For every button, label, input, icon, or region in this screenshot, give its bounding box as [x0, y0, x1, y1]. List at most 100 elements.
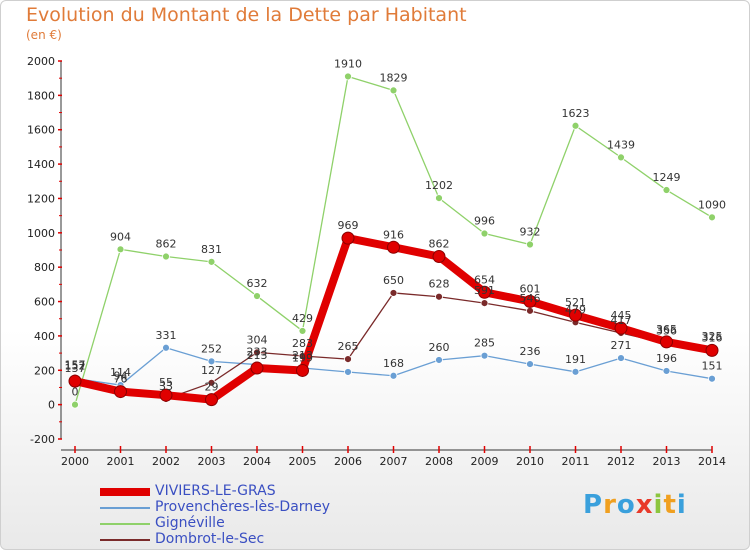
data-label: 316 [702, 331, 723, 344]
x-tick-label: 2002 [152, 455, 180, 468]
data-point [207, 357, 216, 366]
data-point [296, 363, 309, 377]
data-label: 546 [520, 292, 541, 305]
data-label: 628 [429, 278, 450, 291]
data-point [389, 371, 398, 380]
data-point [662, 367, 671, 375]
data-label: 55 [159, 376, 173, 389]
x-tick-label: 2009 [471, 455, 499, 468]
data-point [159, 388, 173, 402]
data-label: 331 [156, 329, 177, 342]
data-label: 632 [247, 277, 268, 290]
chart-subtitle: (en €) [26, 28, 62, 42]
data-label: 325 [702, 330, 723, 343]
x-tick-label: 2007 [380, 455, 408, 468]
x-tick-label: 2001 [107, 455, 135, 468]
data-point [571, 121, 580, 130]
data-point [571, 367, 580, 376]
data-label: 916 [383, 228, 404, 241]
y-tick-label: 0 [48, 399, 55, 412]
logo-letter: o [616, 490, 636, 520]
y-tick-label: 1200 [27, 192, 55, 205]
data-point [253, 292, 261, 300]
data-label: 429 [292, 312, 313, 325]
data-point [526, 306, 534, 315]
logo-letter: i [676, 490, 687, 520]
data-label: 199 [292, 351, 313, 364]
data-label: 196 [656, 352, 677, 365]
data-point [526, 240, 534, 249]
data-label: 94 [114, 369, 128, 382]
data-point [480, 229, 489, 238]
data-label: 1829 [380, 71, 408, 84]
data-point [162, 343, 170, 352]
x-tick-label: 2013 [653, 455, 681, 468]
data-label: 1439 [607, 138, 635, 151]
data-point [68, 374, 82, 388]
data-point [205, 393, 218, 407]
data-label: 151 [702, 360, 723, 373]
data-point [660, 335, 673, 349]
x-tick-label: 2010 [516, 455, 544, 468]
data-label: 0 [72, 386, 79, 399]
y-tick-label: 1800 [27, 89, 55, 102]
legend-label: VIVIERS-LE-GRAS [155, 483, 276, 499]
data-point [344, 72, 352, 81]
data-point [435, 356, 443, 364]
data-label: 213 [292, 349, 313, 362]
data-point [662, 186, 671, 194]
y-tick-label: 1600 [27, 124, 55, 137]
data-label: 356 [656, 324, 677, 337]
data-label: 114 [110, 366, 131, 379]
y-tick-label: 600 [34, 296, 55, 309]
data-point [389, 289, 398, 297]
data-point [250, 361, 264, 375]
data-label: 969 [338, 219, 359, 232]
data-label: 137 [65, 362, 86, 375]
data-label: 29 [205, 381, 219, 394]
data-label: 417 [611, 314, 632, 327]
data-label: 76 [114, 373, 128, 386]
data-point [705, 343, 719, 357]
data-label: 233 [247, 346, 268, 359]
data-point [617, 153, 625, 162]
data-point [389, 86, 398, 95]
data-point [432, 250, 446, 264]
data-label: 33 [159, 380, 173, 393]
data-point [435, 292, 443, 301]
data-label: 213 [247, 349, 268, 362]
y-tick-label: 1400 [27, 158, 55, 171]
x-tick-label: 2000 [61, 455, 89, 468]
legend: VIVIERS-LE-GRAS Provenchères-lès-Darney Gi… [100, 483, 400, 548]
x-tick-label: 2011 [562, 455, 590, 468]
x-tick-label: 2008 [425, 455, 453, 468]
y-tick-label: -200 [30, 433, 55, 446]
data-point [569, 308, 582, 322]
data-label: 996 [474, 215, 495, 228]
data-label: 157 [65, 359, 86, 372]
legend-label: Gignéville [155, 515, 225, 531]
legend-swatch [100, 488, 150, 496]
data-point [708, 213, 716, 222]
data-point [526, 360, 534, 368]
y-tick-label: 400 [34, 330, 55, 343]
data-label: 283 [292, 337, 313, 350]
data-point [114, 385, 127, 399]
y-tick-label: 2000 [27, 55, 55, 68]
data-point [341, 231, 355, 245]
data-label: 591 [474, 284, 495, 297]
x-tick-label: 2012 [607, 455, 635, 468]
x-tick-label: 2004 [243, 455, 271, 468]
logo-letter: t [663, 490, 677, 520]
legend-swatch [100, 507, 150, 509]
data-point [708, 374, 716, 383]
logo-letter: r [603, 490, 617, 520]
data-label: 168 [383, 357, 404, 370]
data-point [480, 351, 489, 360]
legend-label: Dombrot-le-Sec [155, 531, 265, 547]
data-point [207, 257, 216, 266]
data-label: 650 [383, 274, 404, 287]
data-point [523, 294, 537, 308]
data-label: 1090 [698, 198, 726, 211]
